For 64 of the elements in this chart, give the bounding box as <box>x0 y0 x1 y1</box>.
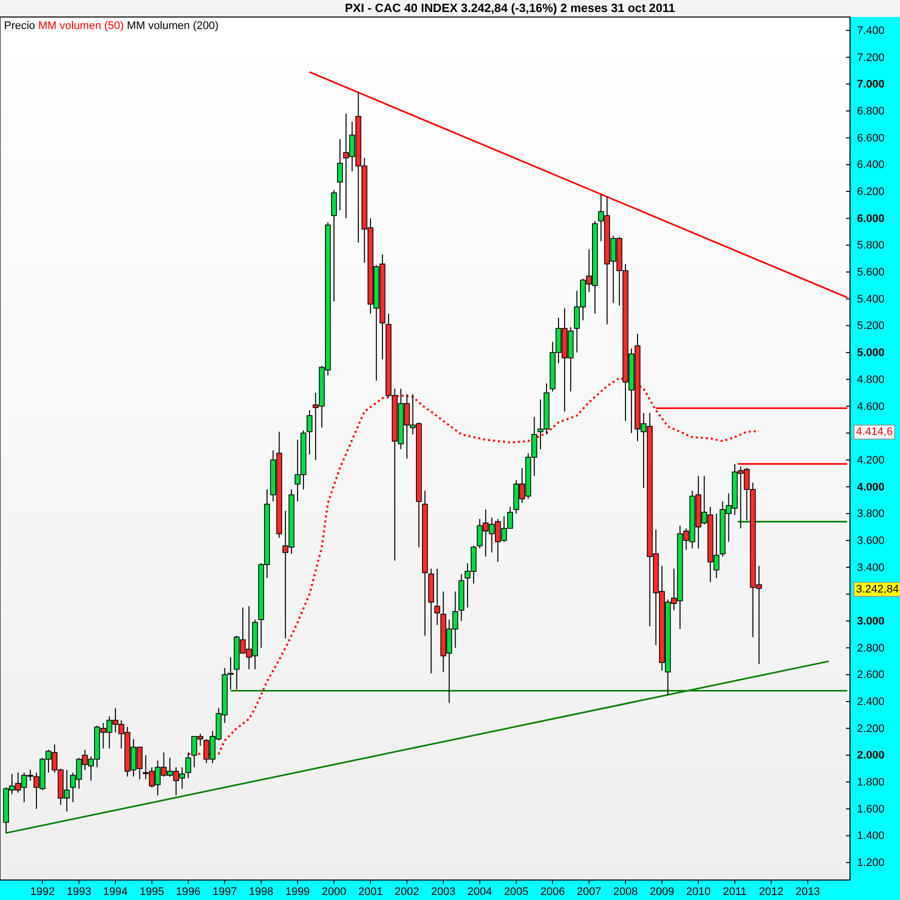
x-tick-label: 1995 <box>140 886 164 898</box>
candlestick <box>306 410 312 456</box>
x-tick-label: 2010 <box>686 886 711 898</box>
y-tick-label: 1.200 <box>857 857 885 870</box>
x-tick-label: 2000 <box>322 886 346 898</box>
text: 4.414,6 <box>856 426 893 438</box>
y-tick-label: 7.400 <box>857 24 885 37</box>
y-tick-label: 5.400 <box>857 293 885 306</box>
x-tick-label: 2013 <box>795 886 820 898</box>
y-tick-label: 1.400 <box>857 830 885 842</box>
candlestick <box>434 568 440 626</box>
y-tick-label: 2.600 <box>857 669 885 682</box>
y-tick-label: 6.400 <box>857 159 885 172</box>
y-tick-label: 3.000 <box>857 615 885 628</box>
y-tick-label: 6.200 <box>857 186 885 198</box>
y-tick-label: 6.600 <box>857 132 885 144</box>
y-tick-label: 2.400 <box>857 696 885 708</box>
x-tick-label: 1996 <box>176 886 200 898</box>
chart-title: PXI - CAC 40 INDEX 3.242,84 (-3,16%) 2 meses 31 oct 2011 <box>344 1 676 15</box>
y-tick-label: 2.800 <box>857 642 885 654</box>
x-tick-label: 2002 <box>394 886 420 898</box>
y-tick-label: 2.200 <box>857 722 885 735</box>
y-tick-label: 1.600 <box>857 803 885 816</box>
x-tick-label: 1999 <box>285 886 310 898</box>
text: MM volumen (50) <box>38 20 127 32</box>
y-tick-label: 3.400 <box>857 562 885 574</box>
y-tick-label: 6.000 <box>857 212 885 225</box>
y-tick-label: 7.000 <box>857 78 885 91</box>
x-tick-label: 2005 <box>504 886 528 898</box>
y-tick-label: 4.600 <box>857 400 885 413</box>
x-tick-label: 2006 <box>540 886 565 898</box>
y-tick-label: 1.800 <box>857 776 885 789</box>
y-tick-label: 5.000 <box>857 347 885 360</box>
x-tick-label: 1993 <box>66 886 92 898</box>
x-tick-label: 1998 <box>248 886 274 898</box>
candlestick <box>228 656 234 690</box>
x-tick-label: 1994 <box>103 886 128 898</box>
candlestick <box>331 190 337 302</box>
x-tick-label: 2008 <box>613 886 638 898</box>
x-tick-label: 2003 <box>431 886 456 898</box>
y-tick-label: 5.600 <box>857 266 885 279</box>
y-tick-label: 2.000 <box>857 750 885 762</box>
y-tick-label: 7.200 <box>857 52 885 64</box>
y-tick-label: 3.600 <box>857 534 885 547</box>
annotation: Precio <box>4 20 38 32</box>
y-tick-label: 4.800 <box>857 374 885 386</box>
y-tick-label: 5.800 <box>857 240 885 252</box>
y-tick-label: 5.200 <box>857 320 885 332</box>
x-tick-label: 2011 <box>722 886 747 898</box>
candlestick <box>185 752 192 778</box>
x-tick-label: 2009 <box>650 886 674 898</box>
x-tick-label: 2001 <box>358 886 383 898</box>
annotation: MM volumen (200) <box>126 20 219 32</box>
y-tick-label: 6.800 <box>857 105 885 118</box>
x-tick-label: 1997 <box>212 886 237 898</box>
x-tick-label: 2007 <box>576 886 602 898</box>
y-tick-label: 4.200 <box>857 454 885 466</box>
y-tick-label: 4.000 <box>857 481 885 494</box>
y-tick-label: 3.800 <box>857 508 885 520</box>
text: 3.242,84 <box>856 583 899 596</box>
x-tick-label: 1992 <box>30 886 55 898</box>
candlestick <box>337 138 343 211</box>
x-tick-label: 2012 <box>758 886 784 898</box>
x-tick-label: 2004 <box>467 886 492 898</box>
